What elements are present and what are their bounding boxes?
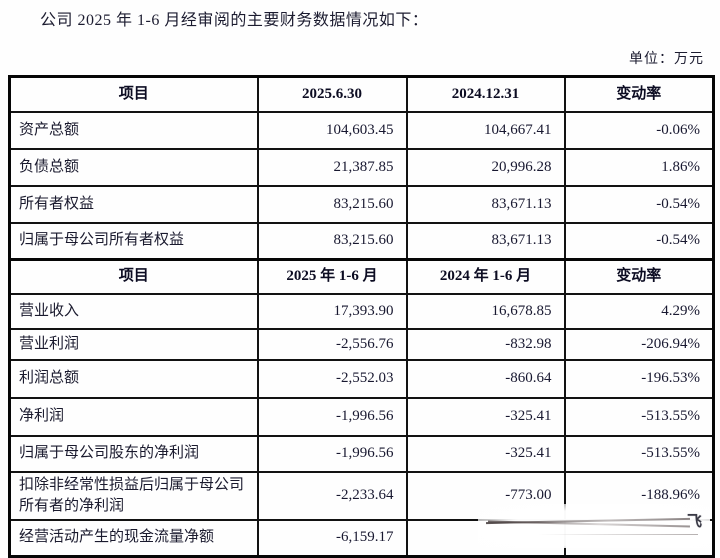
row-value-period2: 104,667.41: [405, 110, 566, 150]
table-header-row: 项目 2025.6.30 2024.12.31 变动率: [8, 75, 715, 113]
row-item-label: 净利润: [8, 396, 259, 437]
row-value-period2: 16,678.85: [405, 292, 566, 330]
row-value-period2: -325.41: [405, 396, 566, 437]
row-item-label: 利润总额: [8, 358, 259, 399]
row-value-period2: -325.41: [405, 434, 566, 473]
row-item-label: 所有者权益: [8, 184, 259, 224]
table-row: 净利润 -1,996.56 -325.41 -513.55%: [8, 396, 715, 437]
row-value-period1: -2,556.76: [256, 327, 408, 361]
header-cell-period1: 2025 年 1-6 月: [256, 258, 408, 295]
header-cell-item: 项目: [8, 75, 259, 113]
row-value-period1: 21,387.85: [256, 147, 408, 187]
page-title: 公司 2025 年 1-6 月经审阅的主要财务数据情况如下：: [40, 12, 429, 29]
table-header-row: 项目 2025 年 1-6 月 2024 年 1-6 月 变动率: [8, 258, 715, 295]
row-value-period1: -2,552.03: [256, 358, 408, 399]
row-value-period1: -6,159.17: [256, 518, 408, 558]
row-value-change: 1.86%: [563, 147, 715, 187]
table-row: 负债总额 21,387.85 20,996.28 1.86%: [8, 147, 715, 187]
row-value-change: 4.29%: [563, 292, 715, 330]
table-row: 所有者权益 83,215.60 83,671.13 -0.54%: [8, 184, 715, 224]
row-value-period2: -860.64: [405, 358, 566, 399]
header-cell-item: 项目: [8, 258, 259, 295]
table-row: 营业收入 17,393.90 16,678.85 4.29%: [8, 292, 715, 330]
financial-data-table: 项目 2025.6.30 2024.12.31 变动率 资产总额 104,603…: [8, 75, 715, 558]
table-row: 归属于母公司股东的净利润 -1,996.56 -325.41 -513.55%: [8, 434, 715, 473]
table-row: 利润总额 -2,552.03 -860.64 -196.53%: [8, 358, 715, 399]
row-item-label: 营业利润: [8, 327, 259, 361]
row-value-period1: -2,233.64: [256, 470, 408, 521]
row-item-label: 归属于母公司所有者权益: [8, 221, 259, 261]
table-row: 归属于母公司所有者权益 83,215.60 83,671.13 -0.54%: [8, 221, 715, 261]
row-value-change: -0.54%: [563, 221, 715, 261]
row-value-period2: [405, 518, 566, 558]
row-value-change: -513.55%: [563, 434, 715, 473]
row-value-period1: 83,215.60: [256, 221, 408, 261]
row-value-period1: 83,215.60: [256, 184, 408, 224]
table-row: 经营活动产生的现金流量净额 -6,159.17: [8, 518, 715, 558]
row-item-label: 营业收入: [8, 292, 259, 330]
row-value-change: -196.53%: [563, 358, 715, 399]
row-value-change: -513.55%: [563, 396, 715, 437]
table-row: 扣除非经常性损益后归属于母公司所有者的净利润 -2,233.64 -773.00…: [8, 470, 715, 521]
row-value-change: [563, 518, 715, 558]
row-value-period2: -773.00: [405, 470, 566, 521]
unit-label: 单位：万元: [629, 52, 704, 67]
header-cell-change: 变动率: [563, 75, 715, 113]
row-item-label: 归属于母公司股东的净利润: [8, 434, 259, 473]
row-value-period1: -1,996.56: [256, 396, 408, 437]
row-value-change: -188.96%: [563, 470, 715, 521]
row-value-period2: 83,671.13: [405, 184, 566, 224]
row-item-label: 负债总额: [8, 147, 259, 187]
row-value-period2: 20,996.28: [405, 147, 566, 187]
row-item-label: 经营活动产生的现金流量净额: [8, 518, 259, 558]
row-value-period1: 104,603.45: [256, 110, 408, 150]
header-cell-period1: 2025.6.30: [256, 75, 408, 113]
row-value-period1: -1,996.56: [256, 434, 408, 473]
row-item-label: 资产总额: [8, 110, 259, 150]
header-cell-change: 变动率: [563, 258, 715, 295]
row-value-period1: 17,393.90: [256, 292, 408, 330]
row-value-change: -206.94%: [563, 327, 715, 361]
table-row: 资产总额 104,603.45 104,667.41 -0.06%: [8, 110, 715, 150]
row-value-period2: -832.98: [405, 327, 566, 361]
row-item-label: 扣除非经常性损益后归属于母公司所有者的净利润: [8, 470, 259, 521]
row-value-change: -0.54%: [563, 184, 715, 224]
header-cell-period2: 2024 年 1-6 月: [405, 258, 566, 295]
table-row: 营业利润 -2,556.76 -832.98 -206.94%: [8, 327, 715, 361]
row-value-period2: 83,671.13: [405, 221, 566, 261]
header-cell-period2: 2024.12.31: [405, 75, 566, 113]
row-value-change: -0.06%: [563, 110, 715, 150]
